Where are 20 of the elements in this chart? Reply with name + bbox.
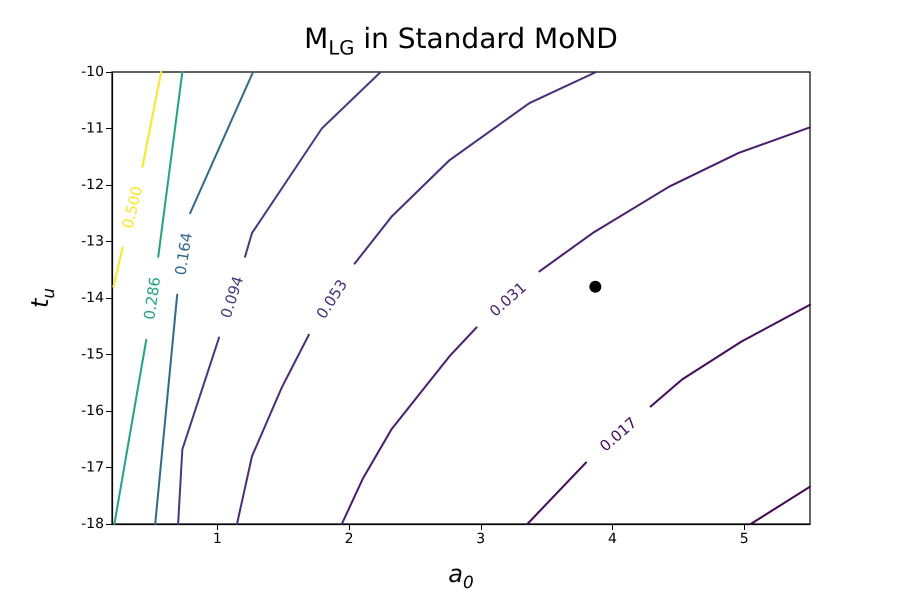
x-tick-label: 4: [608, 531, 617, 547]
text: 0.286: [140, 276, 164, 321]
y-tick-label: -11: [81, 120, 104, 136]
chart-title: M$_{LG}$ in Standard MoND: [304, 22, 618, 60]
x-tick-label: 3: [476, 531, 486, 547]
y-tick-label: -14: [81, 290, 104, 306]
y-tick-label: -18: [81, 516, 104, 532]
x-tick-label: 1: [212, 531, 222, 547]
y-tick-label: -12: [81, 177, 104, 193]
y-tick-label: -17: [81, 460, 104, 476]
y-tick-label: -13: [81, 234, 104, 250]
y-tick-label: -15: [81, 346, 104, 362]
y-tick-label: -16: [81, 403, 104, 419]
text: 0.164: [171, 231, 196, 277]
y-tick-label: -10: [81, 64, 104, 80]
text: 0.500: [118, 184, 146, 230]
x-tick-label: 5: [740, 531, 749, 547]
x-tick-label: 2: [344, 531, 354, 547]
text: 0.094: [216, 274, 248, 320]
x-axis-title: a$_{0}$: [448, 560, 474, 592]
